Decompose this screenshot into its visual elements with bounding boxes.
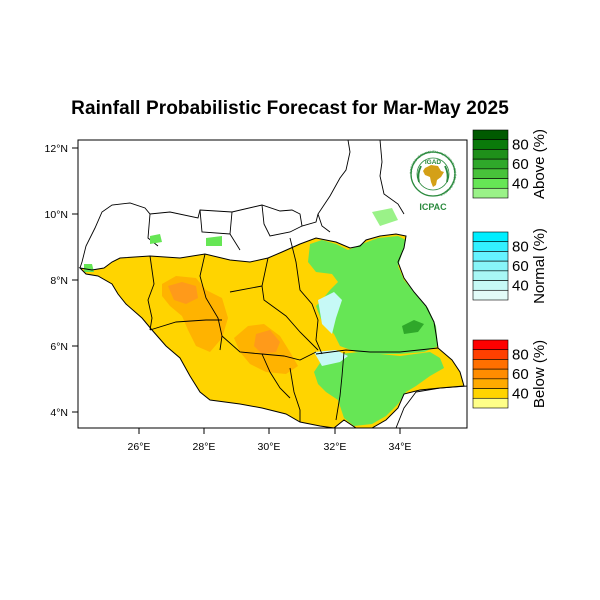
- legend-swatch: [472, 158, 509, 170]
- legend-swatch: [472, 260, 509, 272]
- above-normal-region: [372, 208, 398, 226]
- lat-tick-label: 8°N: [50, 275, 68, 287]
- above-normal-region: [206, 236, 222, 246]
- legend-swatch: [472, 339, 509, 351]
- neighbor-border: [261, 204, 303, 237]
- legend-swatch: [472, 397, 509, 409]
- legend-swatch: [472, 359, 509, 370]
- legend-swatch: [472, 270, 509, 281]
- legend-swatch: [472, 139, 509, 150]
- legend-swatch: [472, 241, 509, 252]
- legend-swatch: [472, 378, 509, 389]
- neighbor-border: [147, 213, 159, 247]
- legend-tick-label: 40: [512, 175, 529, 192]
- lat-tick-label: 6°N: [50, 341, 68, 353]
- legend-swatch: [472, 178, 509, 189]
- legend-tick-label: 40: [512, 277, 529, 294]
- legend-tick-label: 80: [512, 347, 529, 364]
- legend-swatch: [472, 368, 509, 380]
- lon-tick-label: 26°E: [128, 441, 151, 453]
- lon-tick-label: 30°E: [258, 441, 281, 453]
- below-normal-high-region: [168, 282, 198, 304]
- lon-tick-label: 34°E: [389, 441, 412, 453]
- lon-tick-label: 28°E: [193, 441, 216, 453]
- neighbor-border: [379, 140, 405, 215]
- normal-region: [318, 292, 342, 334]
- icpac-logo: INTERGOVERNMENTAL AUTHORITY ON DEVELOPME…: [409, 150, 457, 197]
- legend-tick-label: 40: [512, 385, 529, 402]
- legend-swatch: [472, 388, 509, 399]
- legend-tick-label: 80: [512, 239, 529, 256]
- normal-region: [314, 350, 348, 366]
- legend-swatch: [472, 289, 509, 301]
- map-layers: [78, 140, 467, 428]
- above-normal-region: [314, 352, 444, 426]
- legend-category-label: Above (%): [531, 129, 548, 199]
- legend-tick-label: 60: [512, 258, 529, 275]
- neighbor-border: [229, 233, 241, 251]
- legend-swatch: [472, 251, 509, 262]
- above-normal-high-region: [402, 320, 424, 334]
- legend-swatch: [472, 280, 509, 291]
- lat-tick-label: 12°N: [45, 143, 68, 155]
- legend-tick-label: 60: [512, 366, 529, 383]
- legend-swatch: [472, 149, 509, 160]
- legend-swatch: [472, 231, 509, 243]
- map-title: Rainfall Probabilistic Forecast for Mar-…: [71, 98, 509, 119]
- laurel-icon: [417, 165, 449, 183]
- africa-icon: [423, 165, 444, 187]
- legend-swatch: [472, 168, 509, 179]
- lon-ticks: [138, 428, 401, 434]
- neighbor-border: [317, 213, 331, 233]
- legend-tick-label: 80: [512, 137, 529, 154]
- below-normal-high-region: [254, 330, 280, 354]
- legend-category-label: Below (%): [531, 340, 548, 408]
- country-border: [78, 233, 465, 428]
- legend-swatch: [472, 349, 509, 360]
- state-borders: [147, 237, 439, 422]
- legend-tick-label: 60: [512, 156, 529, 173]
- above-normal-region: [150, 234, 162, 244]
- legend-swatch: [472, 187, 509, 199]
- lon-tick-label: 32°E: [324, 441, 347, 453]
- logo-icpac-text: ICPAC: [419, 202, 447, 212]
- lat-ticks: [72, 147, 78, 413]
- legend-category-label: Normal (%): [531, 228, 548, 304]
- logo-igad-text: IGAD: [425, 159, 442, 166]
- lat-tick-label: 10°N: [45, 209, 68, 221]
- lat-tick-label: 4°N: [50, 407, 68, 419]
- legend-swatch: [472, 129, 509, 141]
- neighbor-border: [199, 209, 233, 235]
